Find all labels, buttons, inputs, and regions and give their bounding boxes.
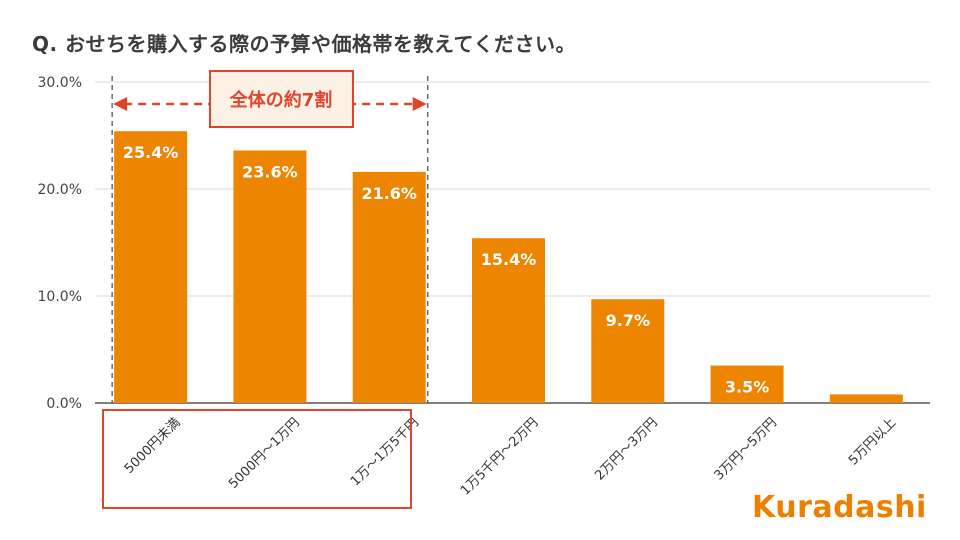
category-highlight-frame: [102, 409, 412, 509]
chart-title: Q. おせちを購入する際の予算や価格帯を教えてください。: [32, 32, 576, 56]
bar: [829, 394, 903, 403]
kuradashi-logo: Kuradashi: [752, 490, 927, 525]
data-label: 15.4%: [481, 250, 537, 269]
bar: [114, 131, 188, 403]
annotation-arrowhead-right: [412, 97, 427, 111]
bar: [710, 365, 784, 403]
annotation-callout-text: 全体の約7割: [229, 89, 333, 111]
x-tick-label: 5万円以上: [846, 415, 899, 468]
data-label: 3.5%: [725, 378, 769, 397]
bar: [591, 299, 665, 403]
data-label: 25.4%: [123, 143, 179, 162]
annotation-callout-box: [209, 70, 354, 128]
x-tick-label: 5000円未満: [122, 415, 184, 477]
data-label: 21.6%: [361, 184, 417, 203]
x-tick-label: 1万5千円～2万円: [458, 415, 541, 498]
y-tick-label: 10.0%: [38, 289, 82, 305]
data-label: 9.7%: [606, 311, 650, 330]
annotation-arrowhead-left: [113, 97, 128, 111]
x-tick-label: 3万円～5万円: [712, 415, 780, 483]
bar: [233, 150, 307, 403]
y-tick-label: 30.0%: [38, 75, 82, 91]
y-tick-label: 0.0%: [46, 396, 82, 412]
data-label: 23.6%: [242, 162, 298, 181]
bar: [352, 171, 426, 403]
bar: [472, 238, 545, 403]
y-tick-label: 20.0%: [38, 182, 82, 198]
x-tick-label: 2万円～3万円: [592, 415, 660, 483]
x-tick-label: 5000円～1万円: [226, 415, 303, 492]
